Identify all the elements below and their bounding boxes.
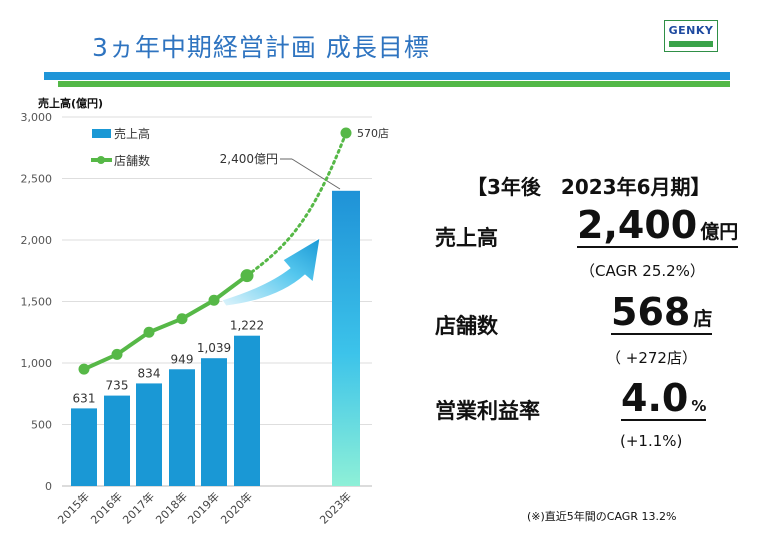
store-point: [240, 269, 254, 283]
stores-increase: （ +272店）: [606, 349, 697, 367]
store-point: [340, 127, 352, 139]
bar: [201, 358, 227, 486]
store-end-label: 570店: [357, 126, 389, 140]
x-tick-label: 2020年: [218, 489, 255, 526]
bar: [234, 335, 260, 486]
stores-unit: 店: [693, 308, 713, 330]
header-rule-blue: [44, 72, 730, 80]
callout-leader: [291, 158, 341, 190]
bar-value-label: 1,222: [230, 319, 264, 333]
store-line-solid: [83, 274, 249, 371]
growth-arrow: [221, 237, 321, 307]
store-line-dotted: [245, 131, 348, 278]
x-tick-label: 2015年: [55, 489, 92, 526]
bar: [332, 190, 360, 487]
sales-label: 売上高: [435, 226, 498, 250]
bars: [71, 190, 360, 487]
y-tick-label: 3,000: [21, 111, 53, 124]
y-axis: 0 500 1,000 1,500 2,000 2,500 3,000: [21, 111, 53, 493]
stores-value: 568 店: [611, 290, 713, 335]
y-tick-label: 500: [31, 419, 52, 432]
margin-number: 4.0: [621, 376, 689, 420]
x-tick-label: 2016年: [88, 489, 125, 526]
sales-unit: 億円: [700, 221, 739, 243]
store-count-line: 570店: [78, 126, 389, 375]
company-logo: GENKY: [664, 20, 718, 52]
summary-title: 【3年後 2023年6月期】: [467, 175, 711, 199]
margin-increase: (+1.1%): [620, 432, 683, 450]
y-tick-label: 0: [45, 480, 52, 493]
y-tick-label: 1,500: [21, 296, 53, 309]
header-rule-green: [58, 81, 730, 87]
logo-stripe: [669, 41, 713, 47]
store-point: [78, 363, 90, 375]
store-point: [111, 348, 123, 360]
y-tick-label: 2,500: [21, 173, 53, 186]
x-tick-label: 2017年: [120, 489, 157, 526]
stores-label: 店舗数: [435, 314, 498, 338]
x-tick-label: 2019年: [185, 489, 222, 526]
bar: [136, 383, 162, 486]
margin-label: 営業利益率: [435, 399, 540, 423]
y-tick-label: 1,000: [21, 357, 53, 370]
bar: [169, 369, 195, 486]
y-axis-title: 売上高(億円): [38, 96, 103, 110]
footnote: (※)直近5年間のCAGR 13.2%: [527, 510, 677, 523]
bar: [104, 395, 130, 486]
x-tick-label: 2018年: [153, 489, 190, 526]
legend-label-sales: 売上高: [114, 126, 150, 141]
legend-marker-stores: [97, 156, 105, 164]
y-tick-label: 2,000: [21, 234, 53, 247]
legend-swatch-sales: [92, 129, 111, 138]
bar-value-label: 631: [73, 391, 96, 405]
sales-value: 2,400 億円: [577, 203, 739, 248]
page-title: 3ヵ年中期経営計画 成長目標: [92, 33, 430, 62]
bar-value-label: 834: [138, 366, 161, 380]
bar: [71, 408, 97, 486]
store-point: [143, 326, 155, 338]
bar-value-label: 2,400億円: [220, 152, 278, 166]
stores-number: 568: [611, 290, 691, 334]
sales-cagr: （CAGR 25.2%）: [580, 262, 705, 280]
logo-text: GENKY: [668, 24, 714, 37]
x-tick-label: 2023年: [317, 489, 354, 526]
legend-label-stores: 店舗数: [114, 153, 150, 168]
store-point: [208, 294, 220, 306]
margin-unit: %: [691, 397, 707, 415]
store-point: [176, 313, 188, 325]
sales-number: 2,400: [577, 203, 698, 247]
bar-value-label: 735: [106, 379, 129, 393]
bar-value-label: 949: [171, 352, 194, 366]
bar-value-label: 1,039: [197, 341, 231, 355]
margin-value: 4.0%: [621, 376, 707, 421]
